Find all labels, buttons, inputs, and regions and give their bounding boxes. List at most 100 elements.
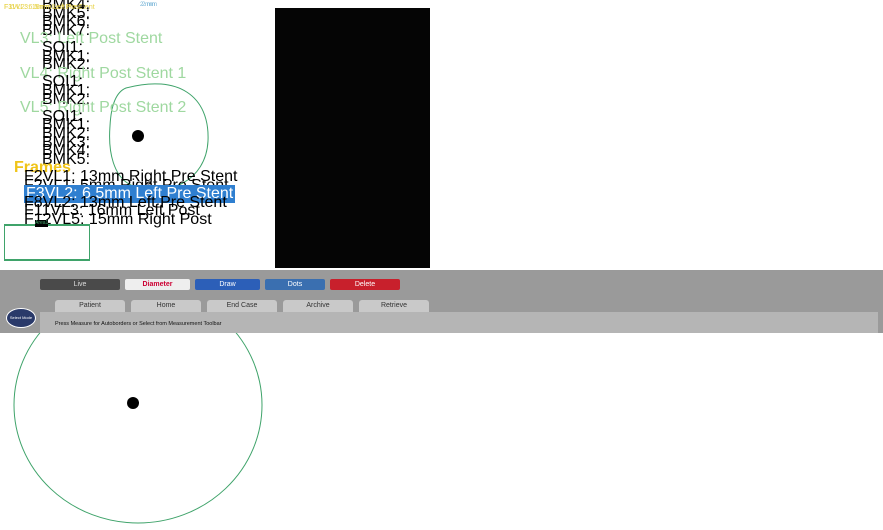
speckle — [147, 382, 154, 389]
speckle — [190, 113, 193, 117]
speckle — [59, 427, 63, 432]
speckle — [180, 379, 186, 387]
speckle — [168, 132, 171, 138]
speckle — [46, 403, 49, 411]
speckle — [25, 464, 28, 468]
speckle — [88, 475, 93, 479]
speckle — [31, 385, 33, 387]
tool-button[interactable]: Live — [40, 279, 120, 290]
speckle — [100, 431, 106, 436]
speckle — [198, 510, 205, 515]
tool-button[interactable]: Diameter — [125, 279, 190, 290]
speckle — [221, 134, 224, 137]
speckle — [81, 522, 89, 525]
speckle — [154, 511, 157, 514]
speckle — [90, 345, 93, 348]
nav-tab[interactable]: Home — [131, 300, 201, 312]
speckle — [19, 469, 25, 476]
speckle — [211, 117, 216, 124]
speckle — [130, 446, 136, 448]
speckle — [60, 391, 64, 398]
speckle — [255, 422, 257, 428]
speckle — [56, 335, 60, 339]
speckle — [139, 376, 142, 379]
speckle — [215, 357, 220, 362]
select-mode[interactable]: Select Mode — [6, 308, 36, 328]
speckle — [238, 430, 243, 438]
nav-tab[interactable]: Archive — [283, 300, 353, 312]
speckle — [183, 507, 186, 511]
speckle — [112, 500, 115, 503]
speckle — [106, 394, 109, 398]
speckle — [158, 122, 161, 125]
speckle — [75, 521, 82, 525]
speckle — [143, 349, 146, 352]
speckle — [31, 411, 33, 416]
speckle — [10, 365, 14, 370]
speckle — [214, 466, 219, 471]
speckle — [46, 418, 49, 423]
speckle — [170, 494, 175, 498]
speckle — [117, 417, 122, 421]
speckle — [200, 147, 202, 152]
speckle — [32, 493, 35, 496]
speckle — [33, 424, 37, 427]
speckle — [131, 445, 136, 446]
speckle — [218, 372, 222, 377]
speckle — [131, 336, 136, 338]
speckle — [139, 462, 142, 464]
speckle — [88, 403, 92, 411]
speckle — [155, 401, 157, 409]
speckle — [68, 484, 75, 490]
speckle — [217, 97, 220, 100]
speckle — [191, 133, 194, 138]
speckle — [228, 356, 231, 361]
speckle — [48, 386, 51, 393]
speckle — [131, 495, 136, 498]
speckle — [222, 344, 229, 352]
speckle — [261, 431, 264, 436]
speckle — [133, 457, 139, 460]
speckle — [211, 106, 214, 110]
tool-button[interactable]: Delete — [330, 279, 400, 290]
speckle — [230, 413, 233, 420]
speckle — [156, 55, 160, 59]
speckle — [151, 55, 155, 58]
speckle — [87, 380, 91, 385]
speckle — [248, 425, 251, 429]
speckle — [93, 384, 96, 389]
speckle — [137, 91, 140, 94]
speckle — [217, 104, 223, 112]
nav-tab[interactable]: End Case — [207, 300, 277, 312]
speckle — [238, 345, 242, 350]
speckle — [82, 492, 88, 496]
speckle — [9, 394, 12, 397]
speckle — [16, 344, 21, 351]
speckle — [233, 470, 238, 475]
speckle — [104, 426, 109, 431]
nav-tab[interactable]: Retrieve — [359, 300, 429, 312]
tool-button[interactable]: Dots — [265, 279, 325, 290]
speckle — [12, 354, 17, 362]
speckle — [152, 453, 159, 458]
speckle — [148, 366, 151, 369]
speckle — [34, 447, 39, 452]
speckle — [74, 409, 78, 416]
speckle — [165, 343, 168, 347]
speckle — [5, 346, 10, 351]
speckle — [80, 410, 83, 413]
speckle — [226, 427, 232, 435]
speckle — [216, 413, 220, 418]
speckle — [54, 439, 57, 442]
speckle — [10, 483, 16, 490]
tool-button[interactable]: Draw — [195, 279, 260, 290]
speckle — [93, 62, 96, 65]
speckle — [142, 354, 147, 358]
nav-tab[interactable]: Patient — [55, 300, 125, 312]
speckle — [56, 374, 60, 379]
speckle — [129, 340, 136, 342]
speckle — [148, 475, 155, 480]
speckle — [246, 423, 249, 426]
speckle — [246, 440, 250, 443]
speckle — [183, 348, 188, 353]
